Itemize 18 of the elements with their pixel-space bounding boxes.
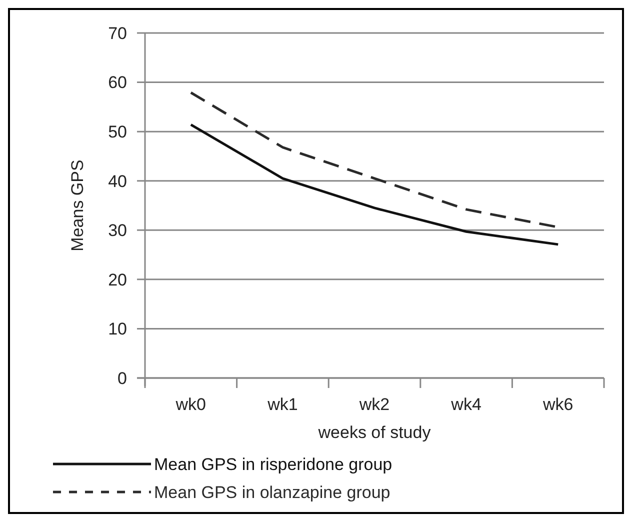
x-tick-label: wk4 [450, 395, 482, 414]
y-axis-title: Means GPS [68, 160, 87, 252]
x-tick-label: wk0 [174, 395, 206, 414]
y-tick-label: 60 [108, 73, 127, 92]
y-tick-label: 30 [108, 221, 127, 240]
y-tick-label: 70 [108, 24, 127, 43]
x-tick-label: wk6 [542, 395, 574, 414]
y-tick-label: 0 [118, 368, 127, 388]
y-tick-label: 40 [108, 172, 127, 191]
x-axis-title: weeks of study [317, 423, 432, 442]
x-tick-label: wk2 [358, 395, 390, 414]
x-tick-label: wk1 [266, 395, 298, 414]
text: Mean GPS in risperidone group [154, 454, 392, 474]
y-tick-label: 50 [108, 122, 127, 142]
text: Mean GPS in olanzapine group [154, 482, 390, 502]
y-tick-label: 10 [108, 320, 127, 339]
y-tick-label: 20 [108, 270, 127, 290]
line-series [190, 123, 560, 246]
